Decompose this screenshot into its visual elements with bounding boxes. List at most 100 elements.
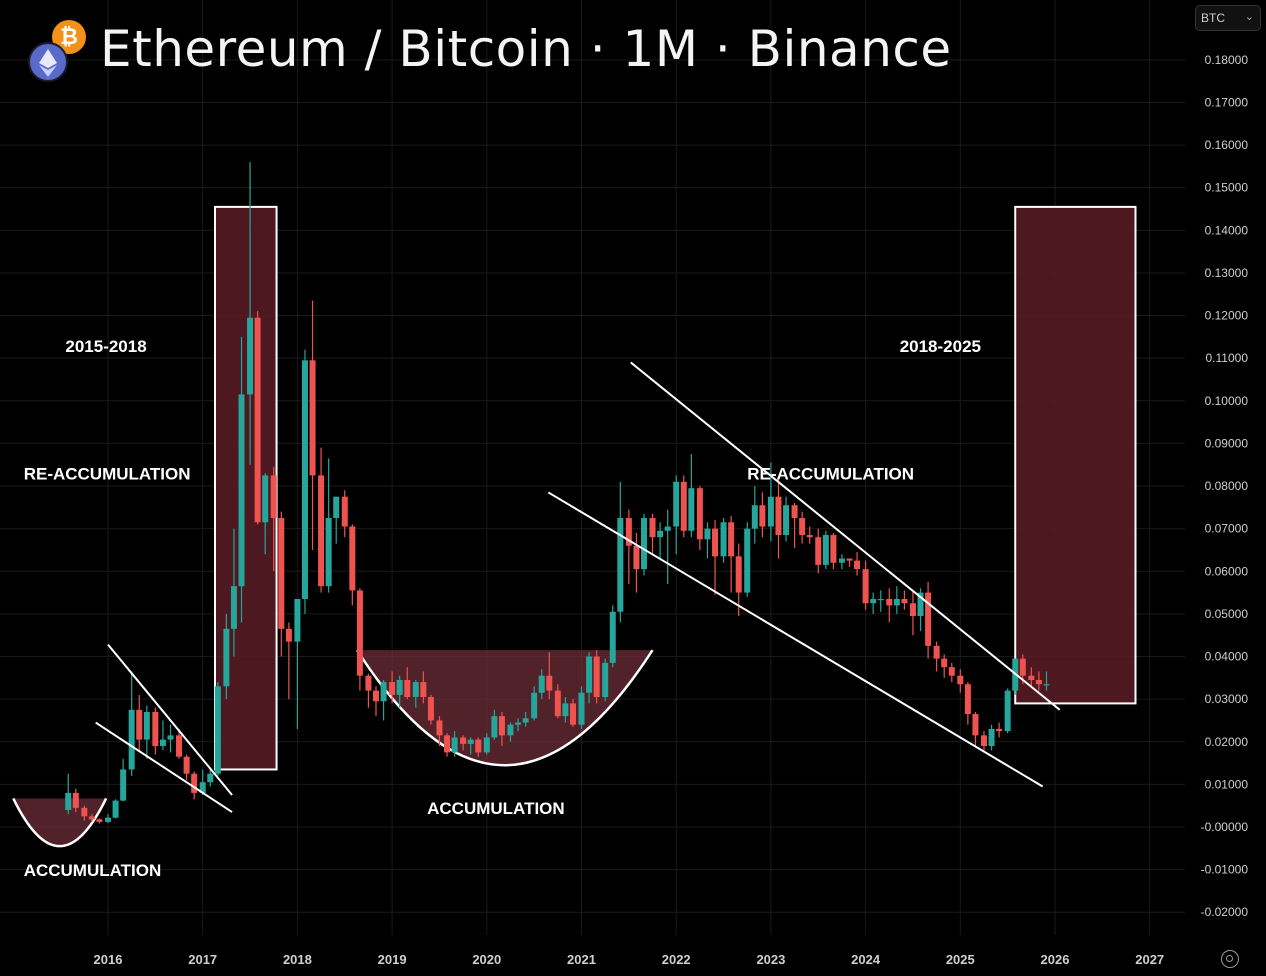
candle-body [65, 792, 72, 810]
candle-body [515, 722, 522, 725]
annotation-labels: 2015-2018 RE-ACCUMULATION ACCUMULATION ACCU… [24, 337, 981, 880]
candle-body [183, 756, 190, 774]
candle-body [941, 658, 948, 668]
y-tick-label: 0.08000 [1205, 479, 1249, 493]
candle-body [1004, 690, 1011, 732]
candle-body [680, 481, 687, 531]
candle-body [294, 598, 301, 642]
candle-body [909, 603, 916, 617]
candle-body [735, 556, 742, 593]
candle-body [105, 817, 111, 822]
candle-body [207, 773, 214, 783]
trend-line [95, 721, 233, 813]
y-tick-label: 0.10000 [1205, 394, 1249, 408]
candle-body [475, 739, 482, 753]
candle-body [309, 360, 316, 476]
candle-body [744, 528, 751, 593]
candle-body [688, 488, 695, 531]
candle-body [569, 703, 576, 725]
x-tick-label: 2016 [94, 952, 123, 967]
candle-body [988, 728, 995, 747]
candle-body [333, 496, 340, 519]
candle-body [199, 782, 206, 793]
candle-body [957, 675, 964, 685]
candle-body [586, 656, 593, 693]
candle-body [356, 590, 363, 676]
candle-body [870, 598, 877, 604]
candle-body [427, 697, 434, 721]
candle-body [412, 682, 419, 698]
candle-body [562, 703, 569, 717]
candle-body [531, 692, 538, 719]
y-tick-label: 0.07000 [1205, 522, 1249, 536]
candle-body [191, 773, 198, 793]
candle-body [285, 628, 292, 642]
candle-body [522, 718, 529, 723]
candle-body [1043, 684, 1050, 686]
candle-body [830, 535, 837, 563]
candle-body [783, 505, 790, 536]
candle-body [373, 690, 380, 702]
candle-body [917, 592, 924, 617]
y-tick-label: 0.04000 [1205, 650, 1249, 664]
chart-title: Ethereum / Bitcoin · 1M · Binance [100, 20, 952, 78]
candle-body [380, 682, 387, 702]
annotation-label: ACCUMULATION [24, 861, 162, 880]
candle-body [254, 317, 261, 523]
candle-body [214, 686, 221, 774]
candle-body [704, 528, 711, 540]
candle-body [247, 317, 254, 395]
candle-body [444, 735, 451, 753]
candle-body [167, 735, 174, 740]
x-tick-label: 2020 [472, 952, 501, 967]
candle-body [262, 475, 269, 523]
candle-body [602, 662, 609, 698]
candle-body [554, 690, 561, 717]
candle-body [420, 682, 427, 698]
annotation-label: 2015-2018 [65, 337, 146, 356]
candle-body [799, 518, 806, 536]
y-tick-label: -0.00000 [1201, 820, 1249, 834]
trend-line [547, 491, 1044, 788]
y-tick-label: 0.03000 [1205, 692, 1249, 706]
currency-label: BTC [1201, 11, 1225, 25]
candle-body [822, 535, 829, 565]
candle-body [609, 611, 616, 663]
candle-body [751, 505, 758, 529]
candle-body [996, 728, 1003, 732]
candle-body [1035, 679, 1042, 685]
candle-body [964, 684, 971, 715]
y-tick-label: -0.01000 [1201, 863, 1249, 877]
candle-body [451, 737, 458, 753]
candle-body [980, 735, 987, 747]
candle-body [759, 505, 766, 527]
target-zone [1014, 205, 1137, 705]
candle-body [349, 526, 356, 591]
candle-body [96, 819, 103, 822]
candle-body [846, 558, 853, 561]
candle-body [238, 394, 245, 587]
candle-body [1028, 675, 1035, 680]
y-tick-label: 0.02000 [1205, 735, 1249, 749]
x-tick-label: 2026 [1041, 952, 1070, 967]
candle-body [88, 816, 95, 820]
candle-body [862, 569, 869, 604]
chevron-down-icon: ⌄ [1244, 11, 1254, 23]
gear-icon[interactable] [1221, 950, 1239, 968]
candle-body [767, 496, 774, 527]
y-tick-label: 0.15000 [1205, 181, 1249, 195]
y-tick-label: 0.01000 [1205, 777, 1249, 791]
bowl-curve [12, 797, 108, 848]
candle-body [933, 645, 940, 659]
currency-select[interactable]: BTC ⌄ [1195, 5, 1261, 31]
candle-body [270, 475, 277, 519]
x-tick-label: 2025 [946, 952, 975, 967]
candle-body [948, 667, 955, 676]
candle-body [617, 518, 624, 612]
bitcoin-icon: ₿ [52, 20, 86, 54]
x-tick-label: 2021 [567, 952, 596, 967]
candle-body [877, 598, 884, 601]
candle-body [143, 711, 150, 740]
x-tick-label: 2019 [378, 952, 407, 967]
